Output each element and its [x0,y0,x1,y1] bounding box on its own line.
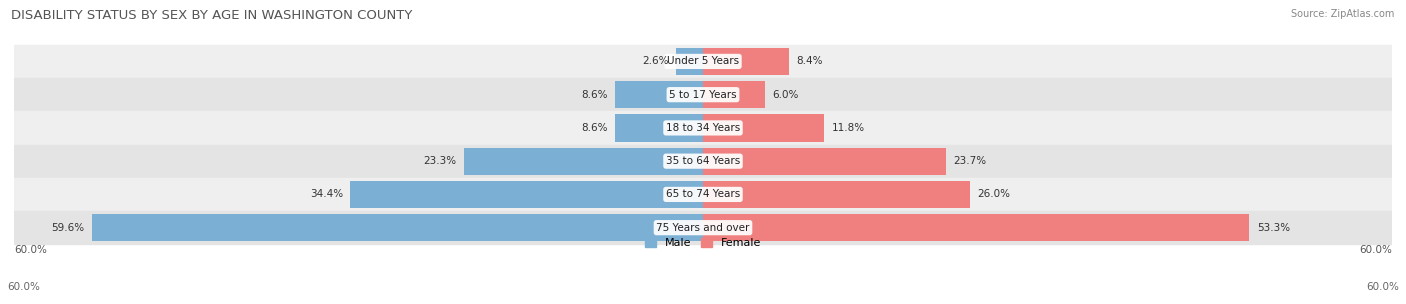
Text: 60.0%: 60.0% [7,282,39,292]
Text: DISABILITY STATUS BY SEX BY AGE IN WASHINGTON COUNTY: DISABILITY STATUS BY SEX BY AGE IN WASHI… [11,9,412,22]
Text: 35 to 64 Years: 35 to 64 Years [666,156,740,166]
Bar [91,214,703,241]
Bar [703,181,970,208]
Bar [14,178,1392,211]
Text: 8.6%: 8.6% [581,123,607,133]
Bar [14,45,1392,78]
Text: 18 to 34 Years: 18 to 34 Years [666,123,740,133]
Bar [464,147,703,175]
Text: 60.0%: 60.0% [1367,282,1399,292]
Bar [676,48,703,75]
Text: 11.8%: 11.8% [831,123,865,133]
Text: 26.0%: 26.0% [977,189,1010,199]
Bar [703,81,765,108]
Text: 34.4%: 34.4% [309,189,343,199]
Text: 5 to 17 Years: 5 to 17 Years [669,90,737,100]
Bar [14,78,1392,111]
Text: 8.6%: 8.6% [581,90,607,100]
Text: Under 5 Years: Under 5 Years [666,57,740,66]
Text: 60.0%: 60.0% [1360,245,1392,255]
Text: 2.6%: 2.6% [643,57,669,66]
Text: Source: ZipAtlas.com: Source: ZipAtlas.com [1291,9,1395,19]
Legend: Male, Female: Male, Female [645,237,761,248]
Bar [14,111,1392,144]
Text: 60.0%: 60.0% [14,245,46,255]
Bar [703,214,1250,241]
Text: 53.3%: 53.3% [1257,223,1289,233]
Text: 6.0%: 6.0% [772,90,799,100]
Bar [350,181,703,208]
Text: 59.6%: 59.6% [52,223,84,233]
Bar [614,81,703,108]
Text: 75 Years and over: 75 Years and over [657,223,749,233]
Text: 65 to 74 Years: 65 to 74 Years [666,189,740,199]
Bar [14,211,1392,244]
Text: 23.7%: 23.7% [953,156,987,166]
Text: 8.4%: 8.4% [796,57,823,66]
Bar [614,114,703,142]
Bar [703,114,824,142]
Text: 23.3%: 23.3% [423,156,457,166]
Bar [703,48,789,75]
Bar [14,144,1392,178]
Bar [703,147,946,175]
